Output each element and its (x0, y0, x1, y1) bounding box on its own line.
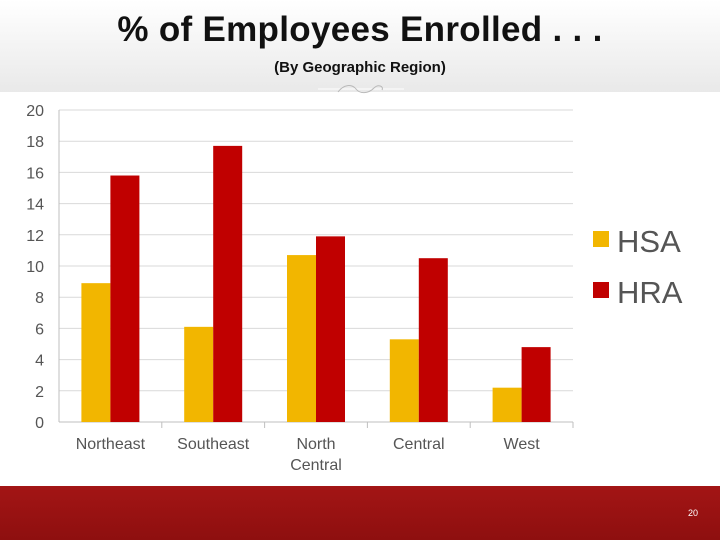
bar-hsa (81, 283, 111, 422)
bar-hsa (492, 387, 522, 422)
x-category-label: Northeast (76, 436, 146, 453)
x-category-label: Central (393, 436, 445, 453)
x-axis-categories: Northeast Southeast North Central Central Wes… (76, 436, 541, 474)
slide-header: % of Employees Enrolled . . . (By Geogra… (0, 0, 720, 92)
slide-title: % of Employees Enrolled . . . (117, 10, 603, 49)
bar-hra (521, 347, 551, 422)
y-axis-ticks: 0 2 4 6 8 10 12 14 16 18 20 (26, 103, 44, 432)
y-tick-label: 14 (26, 197, 44, 214)
y-tick-label: 16 (26, 165, 44, 182)
decorative-swirl-icon (318, 85, 404, 94)
legend-label-hra: HRA (617, 275, 683, 310)
bar-hra (110, 175, 140, 422)
legend-label-hsa: HSA (617, 224, 681, 259)
chart-legend: HSA HRA (593, 224, 683, 310)
slide-subtitle: (By Geographic Region) (274, 59, 446, 76)
y-tick-label: 12 (26, 228, 44, 245)
bar-hra (418, 258, 448, 422)
y-tick-label: 18 (26, 134, 44, 151)
legend-swatch-hsa (593, 231, 609, 247)
x-category-label: West (504, 436, 541, 453)
x-category-label: Southeast (177, 436, 250, 453)
bar-hra (316, 236, 345, 422)
bar-hra (213, 145, 243, 422)
bar-hsa (184, 326, 214, 422)
x-category-label: North (296, 436, 335, 453)
y-tick-label: 0 (35, 415, 44, 432)
x-category-label: Central (290, 457, 342, 474)
y-tick-label: 8 (35, 290, 44, 307)
page-number: 20 (687, 508, 698, 518)
y-tick-label: 2 (35, 384, 44, 401)
bar-hsa (389, 339, 419, 422)
bar-hsa (287, 255, 316, 422)
legend-swatch-hra (593, 282, 609, 298)
y-tick-label: 6 (35, 321, 44, 338)
y-tick-label: 10 (26, 259, 44, 276)
y-tick-label: 4 (35, 353, 44, 370)
slide-footer: 20 (0, 486, 720, 540)
y-tick-label: 20 (26, 103, 44, 120)
chart-bars (81, 145, 551, 422)
